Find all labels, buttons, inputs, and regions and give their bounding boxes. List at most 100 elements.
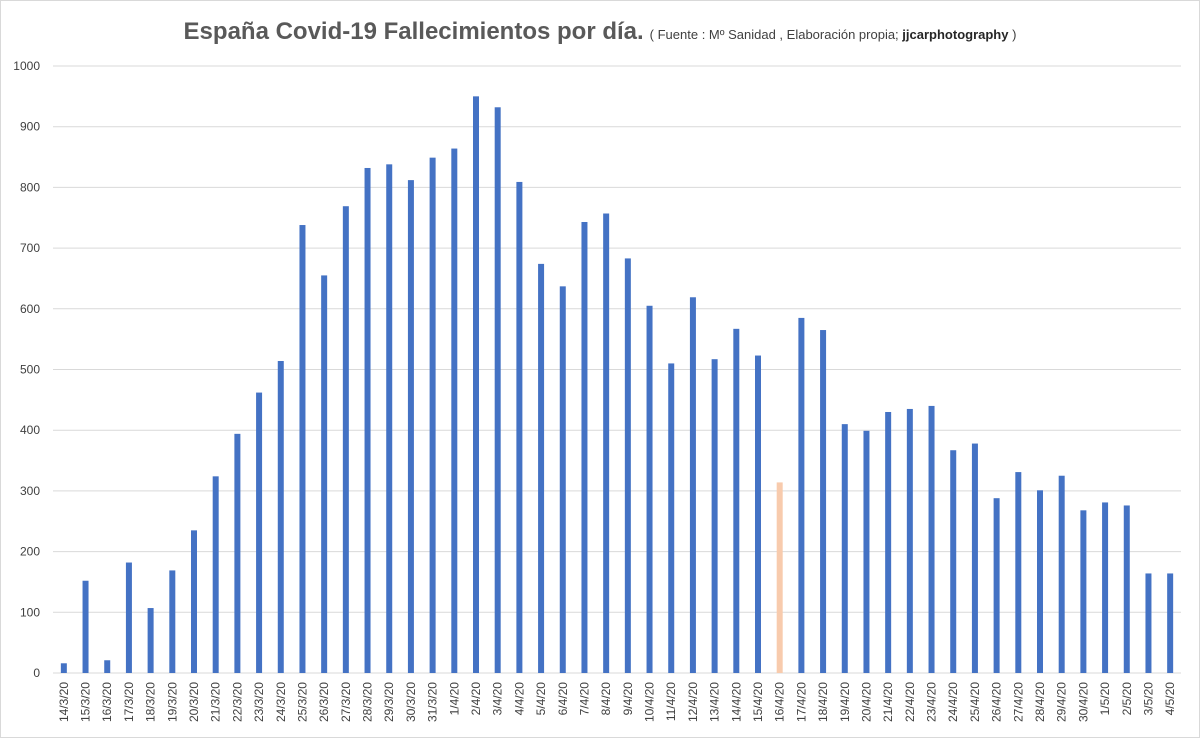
bar <box>971 443 978 673</box>
x-tick-label: 12/4/20 <box>686 682 700 722</box>
x-tick-label: 26/3/20 <box>317 682 331 722</box>
x-tick-label: 5/4/20 <box>534 682 548 716</box>
y-tick-label: 1000 <box>13 59 40 73</box>
x-tick-label: 23/3/20 <box>252 682 266 722</box>
bar <box>928 405 935 673</box>
x-tick-label: 28/4/20 <box>1033 682 1047 722</box>
x-tick-label: 22/4/20 <box>903 682 917 722</box>
bar <box>841 424 848 673</box>
bar <box>1058 475 1065 673</box>
bar <box>429 157 436 674</box>
bar <box>1102 502 1109 673</box>
bar <box>581 221 588 673</box>
bar <box>755 355 761 673</box>
bar <box>820 330 827 673</box>
x-tick-label: 8/4/20 <box>599 682 613 716</box>
y-tick-label: 800 <box>20 180 40 194</box>
bar <box>559 286 566 673</box>
x-tick-label: 24/4/20 <box>946 682 960 722</box>
bar <box>516 181 523 673</box>
x-tick-label: 30/3/20 <box>404 682 418 722</box>
bar <box>885 411 892 673</box>
bar <box>147 608 154 673</box>
x-tick-label: 28/3/20 <box>361 682 375 722</box>
x-tick-label: 26/4/20 <box>990 682 1004 722</box>
x-tick-label: 29/4/20 <box>1055 682 1069 722</box>
x-tick-label: 10/4/20 <box>643 682 657 722</box>
bar <box>1145 573 1152 673</box>
y-tick-label: 700 <box>20 241 40 255</box>
bar <box>1167 573 1174 673</box>
x-tick-label: 2/5/20 <box>1120 682 1134 716</box>
y-tick-label: 200 <box>20 545 40 559</box>
bar <box>689 297 696 673</box>
x-tick-label: 13/4/20 <box>708 682 722 722</box>
x-tick-label: 15/3/20 <box>79 682 93 722</box>
y-tick-label: 300 <box>20 484 40 498</box>
x-tick-label: 4/5/20 <box>1163 682 1177 716</box>
bar <box>798 317 805 673</box>
bar <box>1037 490 1043 673</box>
bar <box>407 180 414 673</box>
y-tick-label: 0 <box>33 666 40 680</box>
bar <box>82 580 89 673</box>
x-tick-label: 21/4/20 <box>881 682 895 722</box>
x-tick-label: 23/4/20 <box>925 682 939 722</box>
bar <box>646 305 653 673</box>
x-tick-label: 19/3/20 <box>165 682 179 722</box>
bar <box>299 225 306 673</box>
x-tick-label: 1/5/20 <box>1098 682 1112 716</box>
bar <box>993 498 1000 673</box>
x-tick-label: 18/3/20 <box>144 682 158 722</box>
y-tick-label: 100 <box>20 605 40 619</box>
x-tick-label: 16/4/20 <box>773 682 787 722</box>
x-tick-label: 31/3/20 <box>426 682 440 722</box>
x-tick-label: 4/4/20 <box>512 682 526 716</box>
x-tick-label: 27/3/20 <box>339 682 353 722</box>
chart-title: España Covid-19 Fallecimientos por día. <box>183 18 644 45</box>
bar <box>863 430 870 673</box>
x-tick-label: 6/4/20 <box>556 682 570 716</box>
subtitle-close: ) <box>1012 27 1017 42</box>
x-tick-label: 14/3/20 <box>57 682 71 722</box>
x-tick-label: 17/4/20 <box>794 682 808 722</box>
x-tick-label: 21/3/20 <box>209 682 223 722</box>
bar <box>668 363 675 673</box>
x-tick-label: 24/3/20 <box>274 682 288 722</box>
bar <box>212 476 219 673</box>
y-tick-label: 400 <box>20 423 40 437</box>
bar <box>277 361 284 673</box>
bar <box>60 663 67 673</box>
x-tick-label: 17/3/20 <box>122 682 136 722</box>
chart-subtitle: ( Fuente : Mº Sanidad , Elaboración prop… <box>650 27 1017 42</box>
x-tick-label: 15/4/20 <box>751 682 765 722</box>
bar <box>342 206 349 674</box>
x-tick-label: 29/3/20 <box>382 682 396 722</box>
bar <box>473 96 479 674</box>
x-tick-label: 11/4/20 <box>664 682 678 721</box>
x-tick-label: 25/3/20 <box>295 682 309 722</box>
y-tick-label: 500 <box>20 363 40 377</box>
x-tick-label: 19/4/20 <box>838 682 852 722</box>
subtitle-author: jjcarphotography <box>902 27 1009 42</box>
bar <box>191 530 197 673</box>
x-tick-label: 14/4/20 <box>729 682 743 722</box>
bar <box>711 359 718 673</box>
bar <box>234 433 241 673</box>
bar <box>104 660 111 673</box>
bar <box>603 213 610 673</box>
x-tick-label: 3/5/20 <box>1141 682 1155 716</box>
chart-title-row: España Covid-19 Fallecimientos por día. (… <box>0 18 1200 46</box>
subtitle-source: ( Fuente : Mº Sanidad , Elaboración prop… <box>649 27 903 42</box>
x-tick-label: 22/3/20 <box>230 682 244 722</box>
bar <box>386 164 393 674</box>
bar <box>451 148 458 673</box>
y-tick-label: 600 <box>20 302 40 316</box>
x-tick-label: 9/4/20 <box>621 682 635 716</box>
bar <box>256 392 263 673</box>
x-tick-label: 20/3/20 <box>187 682 201 722</box>
x-tick-label: 20/4/20 <box>859 682 873 722</box>
x-tick-label: 25/4/20 <box>968 682 982 722</box>
x-tick-label: 16/3/20 <box>100 682 114 722</box>
